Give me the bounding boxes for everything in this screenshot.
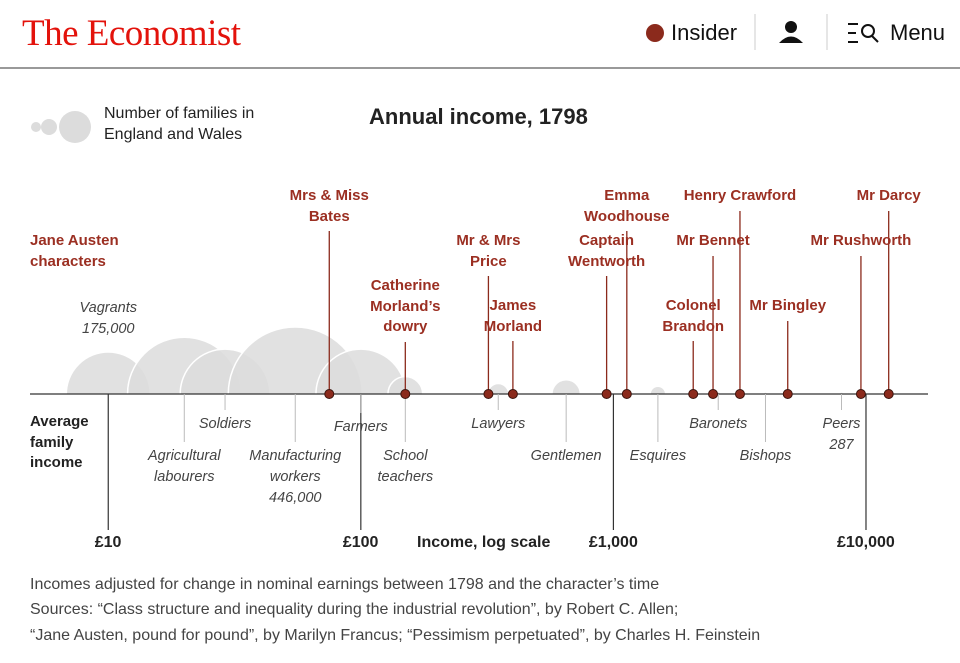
character-label: Colonel Brandon: [662, 297, 725, 335]
character-dot: [483, 389, 494, 399]
character-label: Captain Wentworth: [568, 232, 646, 270]
class-label: Gentlemen: [530, 448, 602, 464]
bubble: [315, 348, 407, 394]
character-label: Mr Bennet: [676, 232, 750, 249]
x-axis-label: Income, log scale: [417, 534, 551, 551]
x-tick-label: £1,000: [588, 534, 638, 551]
class-label: Soldiers: [198, 416, 252, 432]
class-count: 175,000: [82, 321, 135, 337]
class-label: Lawyers: [471, 416, 526, 432]
class-count: 446,000: [269, 490, 322, 506]
class-label: Bishops: [739, 448, 792, 464]
bubble: [486, 382, 510, 394]
character-dot: [507, 389, 518, 399]
character-label: Mr Rushworth: [810, 232, 912, 249]
x-tick-label: £10,000: [836, 534, 895, 551]
character-dot: [883, 389, 894, 399]
character-dot: [621, 389, 632, 399]
character-label: James Morland: [483, 297, 543, 335]
class-label: Esquires: [629, 448, 687, 464]
chart-title: Annual income, 1798: [369, 104, 588, 129]
class-label: Baronets: [689, 416, 748, 432]
series-label: Jane Austen characters: [30, 232, 119, 270]
class-count: 287: [829, 437, 854, 453]
x-tick-label: £10: [94, 534, 122, 551]
character-label: Catherine Morland’s dowry: [370, 277, 441, 335]
character-label: Emma Woodhouse: [584, 187, 670, 225]
character-dot: [400, 389, 411, 399]
row-label: Average family income: [30, 413, 89, 471]
class-label: Peers: [822, 416, 861, 432]
insider-icon: [646, 24, 664, 42]
character-label: Mr Bingley: [749, 297, 827, 314]
menu-icon[interactable]: [848, 23, 879, 43]
x-tick-label: £100: [342, 534, 379, 551]
insider-link[interactable]: Insider: [671, 20, 738, 45]
account-icon[interactable]: [779, 21, 803, 43]
character-dot: [708, 389, 719, 399]
character-label: Henry Crawford: [683, 187, 797, 204]
class-label: Vagrants: [79, 300, 138, 316]
size-legend-icon: [31, 111, 91, 143]
character-label: Mr Darcy: [856, 187, 921, 204]
character-dot: [324, 389, 335, 399]
menu-link[interactable]: Menu: [890, 20, 946, 45]
source: Sources: “Class structure and inequality…: [30, 601, 679, 618]
character-dot: [601, 389, 612, 399]
character-dot: [734, 389, 745, 399]
character-label: Mrs & Miss Bates: [289, 187, 369, 225]
character-dot: [688, 389, 699, 399]
logo[interactable]: The Economist: [22, 13, 241, 54]
character-dot: [855, 389, 866, 399]
character-dot: [782, 389, 793, 399]
class-label: Manufacturing workers: [249, 448, 342, 485]
class-label: School teachers: [377, 448, 434, 485]
class-label: Agricultural labourers: [148, 448, 221, 485]
source: “Jane Austen, pound for pound”, by Maril…: [30, 627, 761, 644]
character-label: Mr & Mrs Price: [456, 232, 521, 270]
footnote: Incomes adjusted for change in nominal e…: [30, 576, 660, 593]
class-label: Farmers: [333, 419, 388, 435]
size-legend: Number of families in England and Wales: [104, 105, 255, 143]
